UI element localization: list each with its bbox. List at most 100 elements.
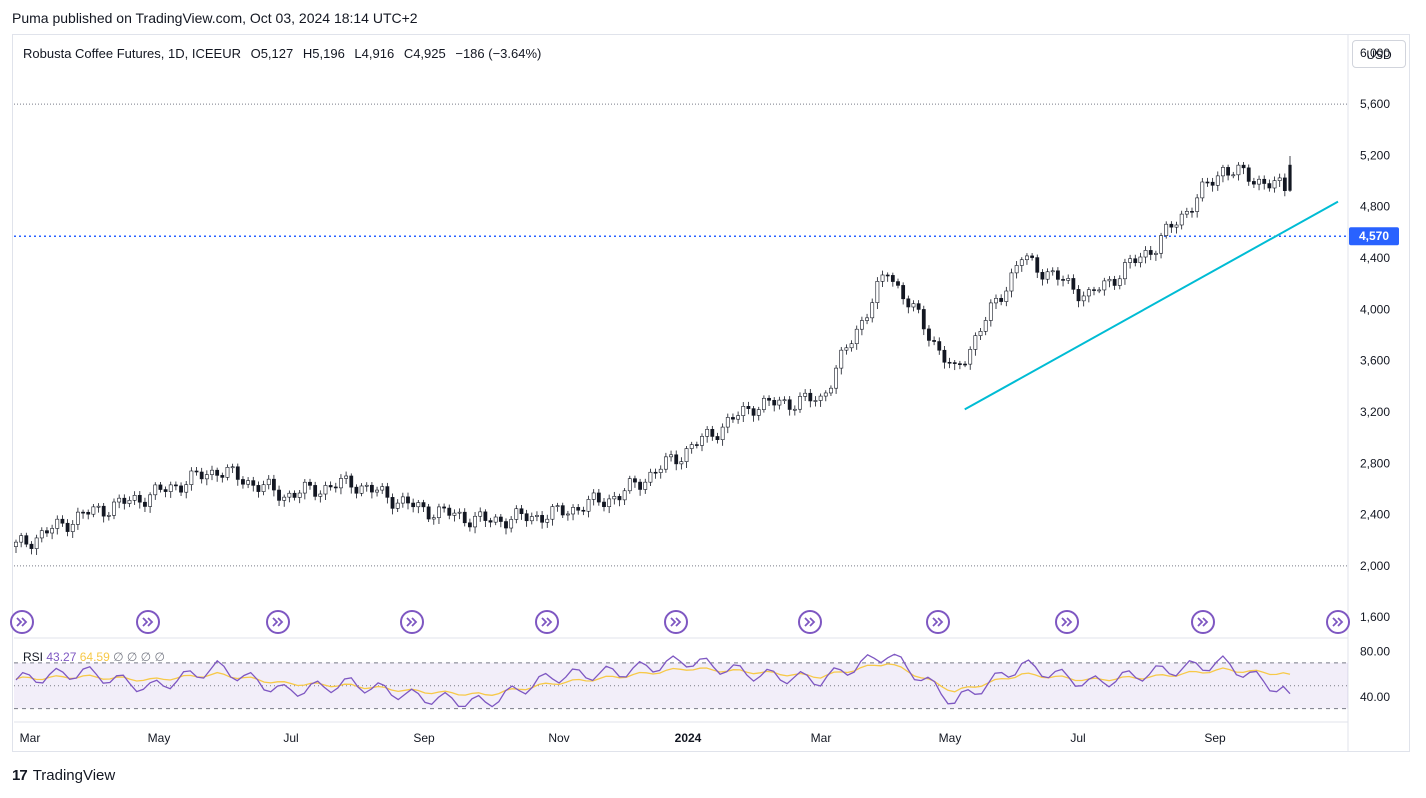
candle-body bbox=[772, 400, 777, 406]
rsi-name[interactable]: RSI bbox=[23, 650, 44, 664]
event-icon[interactable] bbox=[1191, 610, 1215, 634]
candle-body bbox=[545, 518, 550, 523]
candle-body bbox=[277, 489, 281, 501]
candle-body bbox=[1025, 255, 1029, 261]
event-icon[interactable] bbox=[400, 610, 424, 634]
event-icon[interactable] bbox=[798, 610, 822, 634]
events-row[interactable] bbox=[10, 610, 1350, 634]
candle-body bbox=[91, 506, 96, 515]
price-tick-label: 5,600 bbox=[1360, 97, 1390, 111]
candle-body bbox=[189, 470, 194, 485]
candle-body bbox=[1076, 289, 1081, 302]
candle-body bbox=[1004, 290, 1009, 302]
candle-body bbox=[1112, 278, 1117, 286]
candle-body bbox=[230, 466, 235, 469]
candle-body bbox=[1050, 270, 1055, 273]
candle-body bbox=[540, 515, 545, 523]
event-icon[interactable] bbox=[266, 610, 290, 634]
candle-body bbox=[416, 502, 421, 508]
candle-body bbox=[1117, 278, 1122, 286]
candle-body bbox=[937, 341, 942, 351]
candle-body bbox=[1215, 175, 1220, 186]
candle-body bbox=[1221, 167, 1225, 177]
rsi-axis: 80.00 40.00 bbox=[1360, 644, 1390, 704]
candle-body bbox=[906, 298, 911, 308]
candle-body bbox=[271, 478, 276, 491]
candle-body bbox=[1081, 295, 1086, 302]
candle-body bbox=[1226, 167, 1231, 176]
candle-body bbox=[1030, 255, 1035, 258]
candle-body bbox=[586, 499, 591, 512]
candle-body bbox=[725, 417, 730, 428]
symbol-title[interactable]: Robusta Coffee Futures, 1D, ICEEUR bbox=[23, 46, 241, 61]
time-tick-label: Sep bbox=[1204, 731, 1226, 745]
candle-body bbox=[447, 507, 452, 516]
price-tick-label: 5,200 bbox=[1360, 148, 1390, 162]
time-tick-label: Jul bbox=[283, 731, 298, 745]
candle-body bbox=[823, 392, 828, 397]
event-icon[interactable] bbox=[1055, 610, 1079, 634]
candle-body bbox=[406, 496, 410, 504]
event-icon[interactable] bbox=[535, 610, 559, 634]
candle-body bbox=[390, 497, 395, 509]
time-tick-label: Jul bbox=[1070, 731, 1085, 745]
candle-body bbox=[638, 481, 643, 490]
event-icon[interactable] bbox=[1326, 610, 1350, 634]
candle-body bbox=[1241, 164, 1246, 169]
candle-body bbox=[225, 467, 230, 478]
candle-body bbox=[705, 429, 710, 437]
event-icon[interactable] bbox=[136, 610, 160, 634]
price-label-badge: 4,570 bbox=[1349, 227, 1399, 246]
candle-body bbox=[158, 484, 163, 490]
candle-body bbox=[442, 506, 447, 509]
candle-body bbox=[653, 471, 658, 474]
candle-body bbox=[101, 505, 106, 517]
candle-body bbox=[1236, 164, 1241, 176]
candle-body bbox=[220, 475, 225, 478]
event-icon[interactable] bbox=[664, 610, 688, 634]
event-icon[interactable] bbox=[10, 610, 34, 634]
candle-body bbox=[756, 409, 761, 416]
rsi-extra-values: ∅ ∅ ∅ ∅ bbox=[113, 650, 165, 664]
price-axis[interactable]: 6,000 5,600 5,200 4,800 4,400 4,000 3,600 3,200… bbox=[1360, 46, 1390, 624]
candle-body bbox=[560, 505, 565, 516]
candle-body bbox=[1195, 197, 1200, 212]
candle-body bbox=[75, 511, 80, 525]
candle-body bbox=[287, 492, 292, 498]
candle-body bbox=[555, 505, 560, 507]
candle-body bbox=[720, 426, 725, 440]
candle-body bbox=[1262, 178, 1267, 184]
candle-body bbox=[870, 302, 875, 319]
rsi-tick-label: 80.00 bbox=[1360, 644, 1390, 658]
candle-body bbox=[999, 297, 1004, 302]
open-value: O5,127 bbox=[250, 46, 294, 61]
candle-body bbox=[1138, 256, 1143, 264]
candle-body bbox=[1123, 262, 1127, 280]
candle-body bbox=[859, 320, 864, 330]
candle-body bbox=[736, 415, 741, 420]
trendline[interactable] bbox=[964, 200, 1339, 411]
candle-body bbox=[19, 535, 24, 543]
rsi-tick-label: 40.00 bbox=[1360, 690, 1390, 704]
candle-body bbox=[751, 408, 756, 416]
candle-body bbox=[50, 528, 55, 534]
candle-body bbox=[375, 489, 379, 493]
candle-body bbox=[266, 478, 271, 486]
candle-body bbox=[385, 486, 390, 498]
candle-body bbox=[777, 399, 782, 406]
currency-button[interactable]: USD bbox=[1352, 40, 1406, 68]
candle-body bbox=[426, 506, 431, 520]
brand-footer[interactable]: 17 TradingView bbox=[12, 767, 115, 784]
candle-body bbox=[411, 502, 416, 508]
candle-body bbox=[968, 349, 973, 365]
candle-body bbox=[1009, 272, 1014, 292]
candle-body bbox=[292, 492, 297, 498]
candle-body bbox=[813, 400, 818, 402]
candle-body bbox=[932, 340, 937, 342]
event-icon[interactable] bbox=[926, 610, 950, 634]
candle-body bbox=[911, 303, 916, 308]
time-axis[interactable]: Mar May Jul Sep Nov 2024 Mar May Jul Sep bbox=[20, 731, 1226, 745]
candle-body bbox=[34, 537, 39, 549]
candle-body bbox=[163, 489, 168, 492]
